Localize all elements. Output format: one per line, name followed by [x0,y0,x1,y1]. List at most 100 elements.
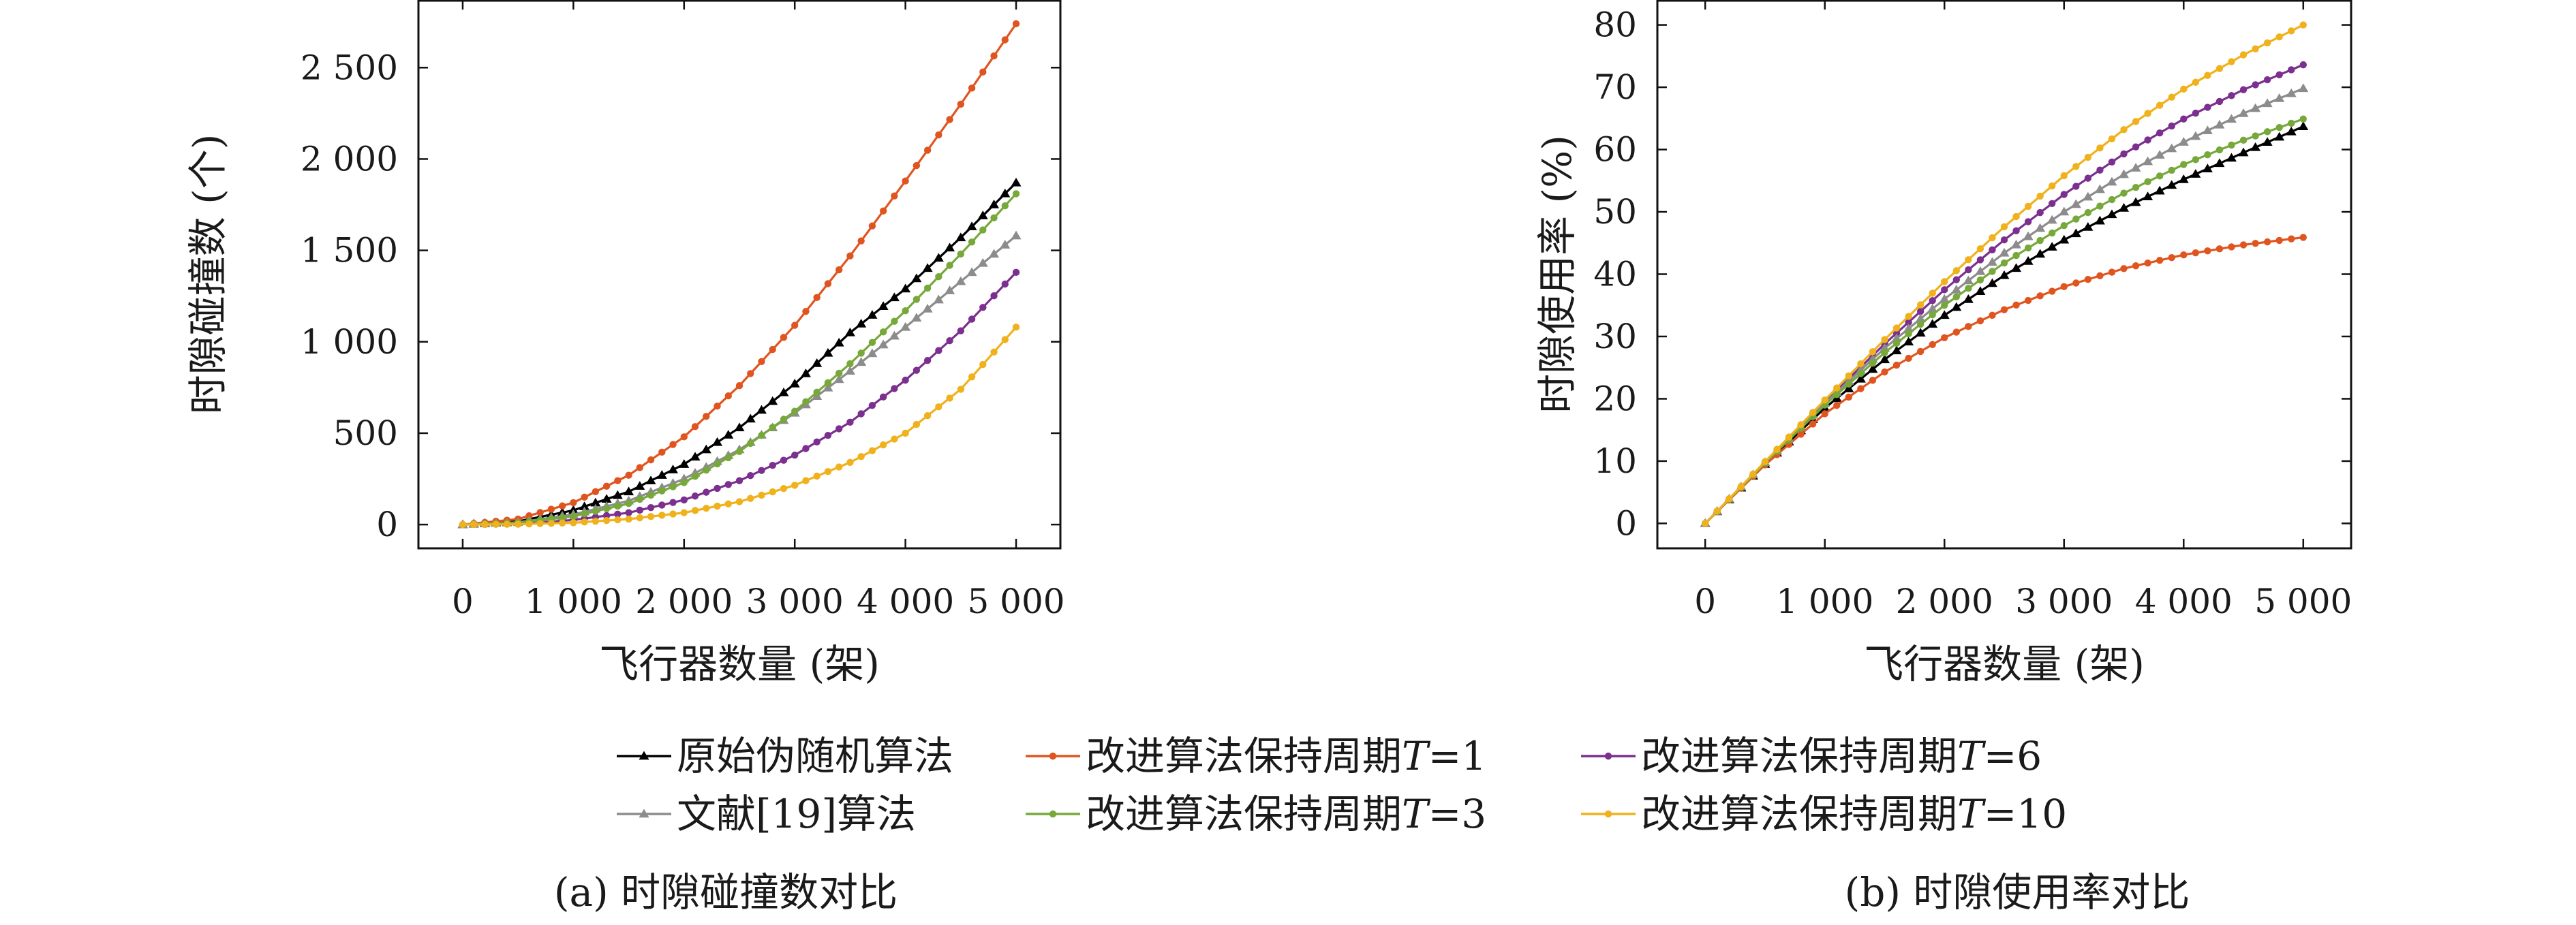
data-point [946,336,953,345]
data-point [1881,349,1888,356]
data-point [2000,259,2008,267]
data-point [833,374,844,383]
data-point [1915,328,1926,337]
legend-swatch-marker [639,809,649,818]
data-point [758,358,765,365]
data-point [780,456,788,464]
legend-label-text: 原始伪随机算法 [677,733,953,779]
data-point [1987,278,1997,287]
data-point [2108,195,2116,204]
legend-label-text: 文献[19]算法 [677,791,916,837]
data-point [602,517,611,524]
series-5 [459,324,1020,529]
data-point [558,514,566,522]
data-point [935,403,942,411]
data-point [2263,76,2271,84]
data-point [2072,163,2080,170]
data-point [624,486,634,496]
data-point [966,221,977,230]
data-point [1965,323,1972,330]
data-point [2168,93,2175,101]
data-point [935,347,942,354]
data-point [800,368,811,377]
data-point [2228,92,2235,99]
data-point [878,301,889,310]
y-tick-label: 60 [1593,130,1637,170]
legend-entry: 改进算法保持周期T=6 [1581,733,2042,779]
data-point [2202,163,2213,172]
data-point [2012,213,2020,221]
data-point [1939,310,1950,319]
x-axis-label: 飞行器数量 (架) [599,641,880,687]
data-point [1857,385,1865,392]
data-point [2106,176,2117,186]
data-point [2012,227,2020,235]
data-point [813,472,821,480]
y-tick-label: 0 [1615,503,1637,543]
data-point [1929,297,1936,304]
data-point [857,410,865,418]
data-point [902,177,909,185]
data-point [2036,292,2044,300]
data-point [2275,123,2283,131]
data-point [2070,228,2081,238]
data-point [2120,189,2128,197]
data-point [957,327,965,334]
legend-entry: 改进算法保持周期T=1 [1026,733,1486,779]
data-point [2154,150,2165,159]
data-point [889,330,900,340]
data-point [570,512,577,520]
data-point [669,510,677,518]
data-point [625,500,632,507]
data-point [2012,251,2020,260]
data-point [503,520,511,528]
data-point [2049,229,2056,237]
data-point [1941,334,1948,342]
data-point [1963,275,1974,285]
data-point [1951,285,1962,294]
legend-label: 改进算法保持周期T=6 [1641,733,2042,779]
data-point [1976,245,1984,253]
data-point [868,222,876,230]
data-point [2130,163,2141,172]
data-point [835,266,843,274]
data-point [612,490,623,499]
data-point [979,226,987,234]
data-point [2190,169,2201,178]
legend-label-var: T [1402,791,1431,837]
data-point [2252,132,2259,140]
data-point [634,481,645,490]
data-point [1773,445,1781,453]
data-point [724,500,732,507]
data-point [933,253,944,262]
data-point [2275,71,2283,78]
data-point [1965,256,1972,264]
data-point [780,416,788,423]
y-tick-label: 1 000 [301,322,398,362]
data-point [2250,142,2261,151]
legend-label: 原始伪随机算法 [677,733,953,779]
data-point [1737,482,1745,490]
data-point [1941,278,1948,285]
y-tick-label: 1 500 [301,231,398,270]
data-point [2274,93,2285,102]
data-point [636,495,644,503]
data-point [547,520,555,527]
caption-a: (a) 时隙碰撞数对比 [554,869,898,915]
data-point [2166,180,2177,189]
data-point [923,356,932,364]
data-point [547,505,555,513]
data-point [691,507,699,514]
data-point [780,334,788,341]
data-point [789,379,800,388]
data-point [459,520,467,529]
data-point [636,506,644,514]
data-point [990,214,998,222]
data-point [1845,380,1853,388]
data-point [1809,409,1817,416]
legend-label: 改进算法保持周期T=1 [1086,733,1486,779]
data-point [735,381,743,390]
data-point [714,502,721,510]
data-point [625,515,632,523]
data-point [1989,311,1996,319]
